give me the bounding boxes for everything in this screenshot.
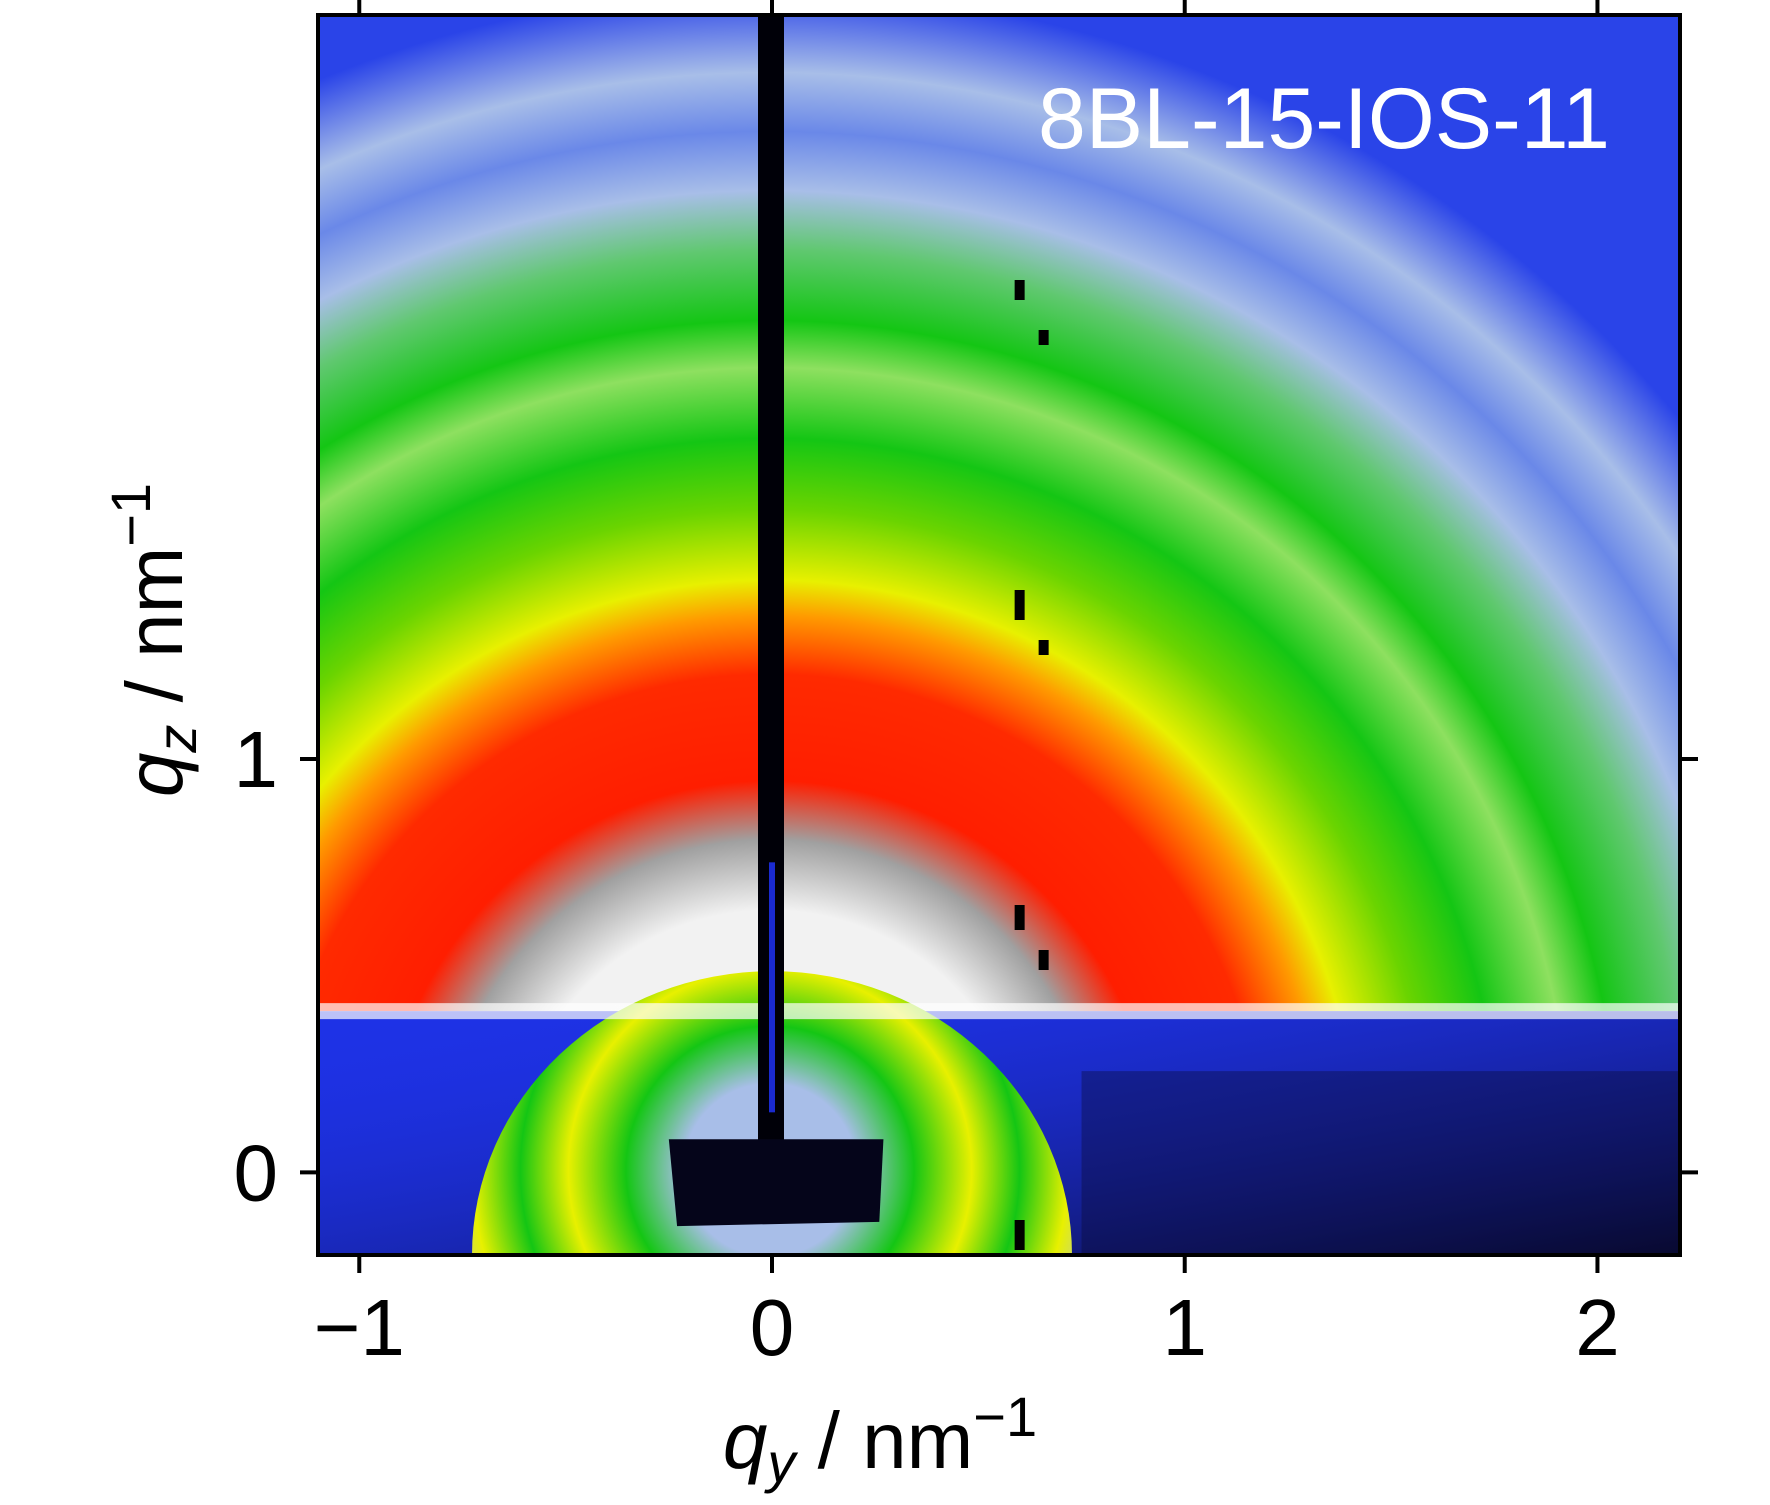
x-tick-label: 2 xyxy=(1575,1283,1620,1372)
y-axis-label-sub: z xyxy=(145,725,208,754)
x-tick-label: 1 xyxy=(1162,1283,1207,1372)
y-axis-label-unit: nm xyxy=(110,547,199,658)
x-axis-label-sep: / xyxy=(795,1396,862,1485)
y-tick-label: 1 xyxy=(234,715,279,804)
beamstop-block xyxy=(668,1139,884,1227)
detector-gap-mark xyxy=(1014,1220,1025,1250)
x-axis: −1 0 1 2 xyxy=(314,0,1620,1372)
detector-gap-mark xyxy=(1014,590,1025,620)
x-axis-label-sub: y xyxy=(763,1431,798,1494)
x-tick-label: −1 xyxy=(314,1283,405,1372)
x-tick-label: 0 xyxy=(750,1283,795,1372)
plot-frame xyxy=(316,13,1682,1257)
dark-shadow xyxy=(1081,1071,1680,1255)
sample-label: 8BL-15-IOS-11 xyxy=(1038,71,1610,167)
x-axis-label-unit: nm xyxy=(862,1396,973,1485)
y-axis: 01 xyxy=(234,715,1698,1217)
y-axis-label: qz / nm−1 xyxy=(99,483,208,797)
y-axis-label-exp: −1 xyxy=(99,483,162,547)
horizon-line xyxy=(318,1003,1680,1020)
detector-gap-mark xyxy=(1038,950,1049,970)
y-axis-label-sep: / xyxy=(110,658,199,725)
beamstop-rod-edge xyxy=(769,862,775,1113)
y-axis-label-var: q xyxy=(110,753,199,798)
x-axis-label-exp: −1 xyxy=(973,1385,1037,1448)
detector-gap-mark xyxy=(1038,640,1049,655)
y-tick-label: 0 xyxy=(234,1128,279,1217)
scattering-rings xyxy=(318,15,1680,1012)
detector-gap-mark xyxy=(1014,280,1025,300)
detector-gap-mark xyxy=(1038,330,1049,345)
plot-area xyxy=(316,13,1682,1257)
detector-gap-mark xyxy=(1014,905,1025,930)
x-axis-label: qy / nm−1 xyxy=(723,1385,1037,1494)
x-axis-label-var: q xyxy=(723,1396,768,1485)
